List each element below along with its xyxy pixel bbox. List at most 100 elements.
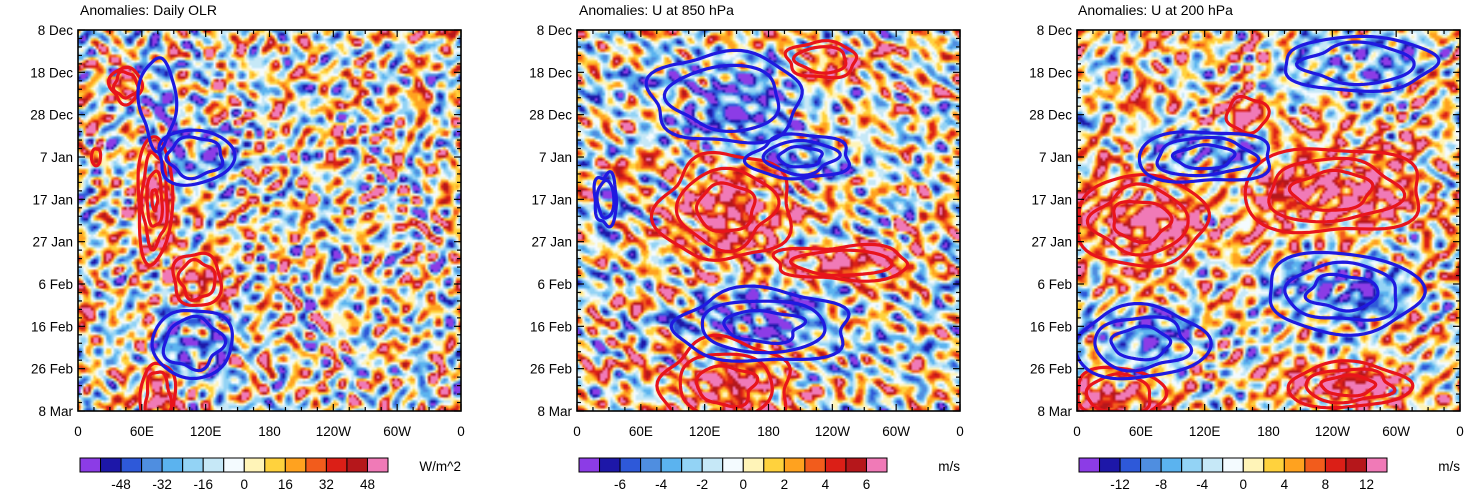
- x-tick-label: 180: [258, 424, 281, 439]
- colorbar-label: -6: [614, 477, 626, 492]
- colorbar-swatch: [660, 457, 683, 473]
- colorbar-label: 8: [1322, 477, 1330, 492]
- x-tick-label: 0: [457, 424, 465, 439]
- anomaly-field: [577, 30, 960, 411]
- positive-contour: [694, 364, 760, 409]
- negative-contour: [161, 314, 228, 373]
- y-tick-label: 28 Dec: [1029, 108, 1072, 123]
- negative-contour: [742, 132, 852, 181]
- y-tick-label: 18 Dec: [529, 65, 572, 80]
- colorbar-swatch: [845, 457, 867, 473]
- colorbar-swatch: [1160, 457, 1183, 473]
- positive-contour: [1243, 147, 1421, 235]
- colorbar-units: m/s: [1438, 459, 1460, 474]
- panel-title: Anomalies: U at 850 hPa: [579, 2, 734, 18]
- colorbar-swatch: [1181, 457, 1203, 473]
- colorbar-swatch: [1078, 457, 1101, 473]
- x-tick-label: 120E: [190, 424, 222, 439]
- x-tick-label: 60E: [130, 424, 154, 439]
- x-tick-label: 120W: [815, 424, 851, 439]
- colorbar-swatch: [619, 457, 642, 473]
- colorbar-swatch: [120, 457, 143, 473]
- y-tick-label: 17 Jan: [1031, 192, 1072, 207]
- negative-contour: [1093, 315, 1194, 373]
- positive-contour: [1267, 156, 1407, 224]
- panel-3: Anomalies: U at 200 hPa 8 Dec 18 Dec 28 Dec…: [1029, 2, 1464, 492]
- colorbar-swatch: [681, 457, 703, 473]
- negative-contour: [592, 170, 619, 229]
- colorbar-units: W/m^2: [419, 459, 461, 474]
- colorbar-label: 32: [319, 477, 334, 492]
- colorbar-label: 2: [781, 477, 789, 492]
- positive-contour: [649, 150, 793, 262]
- colorbar-units: m/s: [938, 459, 960, 474]
- colorbar-label: 48: [360, 477, 375, 492]
- y-tick-label: 6 Feb: [38, 277, 73, 292]
- colorbar-label: -4: [1196, 477, 1208, 492]
- colorbar-label: 4: [822, 477, 830, 492]
- positive-contour: [143, 370, 174, 411]
- positive-contour: [1112, 200, 1174, 245]
- y-tick-label: 16 Feb: [530, 319, 572, 334]
- negative-contour: [776, 145, 824, 169]
- colorbar-swatch: [865, 457, 888, 473]
- y-tick-label: 27 Jan: [1031, 235, 1072, 250]
- colorbar-swatch: [325, 457, 348, 473]
- colorbar-label: -2: [696, 477, 708, 492]
- anomaly-field: [1077, 30, 1460, 411]
- contour-lines: [1077, 34, 1441, 411]
- y-tick-label: 28 Dec: [30, 108, 73, 123]
- y-tick-label: 8 Dec: [38, 23, 74, 38]
- positive-contour: [1224, 94, 1271, 135]
- x-tick-label: 0: [1456, 424, 1464, 439]
- positive-contour: [106, 65, 145, 107]
- colorbar-swatch: [722, 457, 744, 473]
- y-tick-label: 27 Jan: [531, 235, 572, 250]
- colorbar-swatch: [79, 457, 102, 473]
- colorbar-label: -12: [1110, 477, 1130, 492]
- negative-contour: [157, 128, 237, 187]
- panel-1: Anomalies: Daily OLR 8 Dec 18 Dec 28 Dec 7 J…: [30, 2, 465, 492]
- x-tick-label: 60E: [629, 424, 653, 439]
- negative-contour: [150, 309, 234, 381]
- x-tick-label: 60W: [383, 424, 411, 439]
- colorbar-swatch: [1263, 457, 1285, 473]
- panel-2: Anomalies: U at 850 hPa 8 Dec 18 Dec 28 Dec…: [529, 2, 964, 492]
- positive-contour: [678, 352, 774, 411]
- negative-contour: [1283, 260, 1398, 322]
- colorbar-swatch: [1222, 457, 1244, 473]
- colorbar: -12 -8 -4 0 4 8 12 m/s: [1078, 457, 1460, 492]
- positive-contour: [783, 39, 859, 80]
- y-tick-label: 6 Feb: [537, 277, 572, 292]
- colorbar: -48 -32 -16 0 16 32 48 W/m^2: [79, 457, 461, 492]
- colorbar-swatch: [100, 457, 122, 473]
- y-tick-label: 8 Mar: [537, 404, 572, 419]
- y-tick-label: 7 Jan: [539, 150, 572, 165]
- positive-contour: [1286, 359, 1415, 410]
- colorbar-label: 16: [278, 477, 293, 492]
- anomaly-field: [78, 30, 461, 411]
- y-tick-label: 26 Feb: [530, 362, 572, 377]
- y-tick-label: 7 Jan: [1039, 150, 1072, 165]
- colorbar-swatch: [1140, 457, 1162, 473]
- positive-contour: [145, 169, 164, 228]
- negative-contour: [595, 178, 616, 220]
- negative-contour: [1170, 143, 1237, 171]
- x-tick-label: 60W: [1382, 424, 1410, 439]
- positive-contour: [1304, 367, 1397, 405]
- colorbar-swatch: [599, 457, 621, 473]
- positive-contour: [674, 166, 781, 254]
- colorbar-swatch: [804, 457, 826, 473]
- x-tick-label: 0: [573, 424, 581, 439]
- colorbar-swatch: [824, 457, 847, 473]
- negative-contour: [1137, 130, 1272, 184]
- positive-contour: [89, 147, 103, 168]
- colorbar-label: 12: [1359, 477, 1374, 492]
- colorbar-swatch: [742, 457, 765, 473]
- negative-contour: [1077, 302, 1213, 381]
- negative-contour: [669, 284, 851, 363]
- negative-contour: [662, 63, 781, 133]
- colorbar-swatch: [1283, 457, 1306, 473]
- positive-contour: [1287, 168, 1375, 212]
- y-tick-label: 27 Jan: [32, 235, 73, 250]
